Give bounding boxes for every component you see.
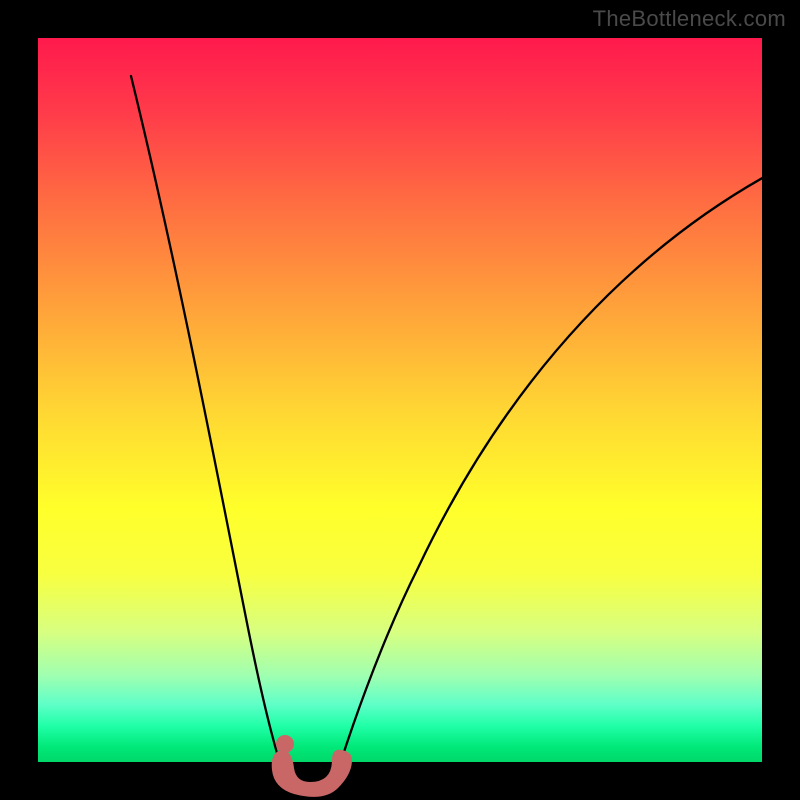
watermark-text: TheBottleneck.com bbox=[593, 6, 786, 32]
gradient-plot-area bbox=[38, 38, 762, 762]
bottleneck-curves bbox=[38, 38, 800, 800]
